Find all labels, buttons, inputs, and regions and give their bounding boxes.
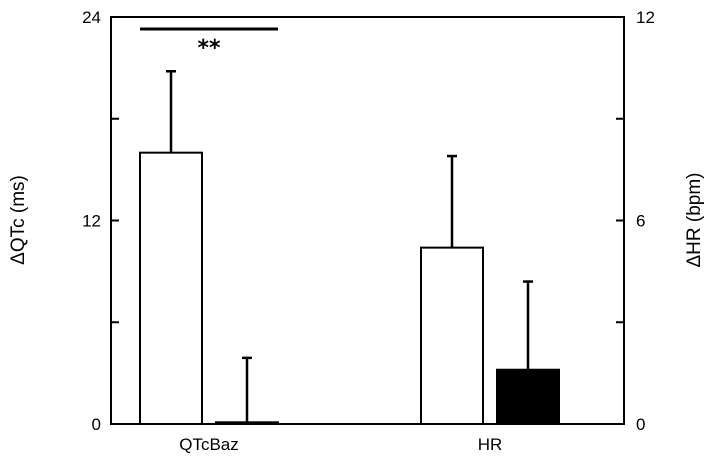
left-axis-ticks: 0 12 24 <box>82 8 119 434</box>
bar-hr-open <box>420 246 484 425</box>
x-category-label: QTcBaz <box>179 435 239 454</box>
bar-hr-filled <box>496 368 560 426</box>
significance-annotation: ** <box>140 27 278 61</box>
left-tick-label: 0 <box>92 415 101 434</box>
error-bars <box>166 70 533 423</box>
right-tick-label: 0 <box>636 415 645 434</box>
significance-label: ** <box>197 36 221 61</box>
right-tick-label: 12 <box>636 8 655 27</box>
right-tick-label: 6 <box>636 212 645 231</box>
right-axis-title: ΔHR (bpm) <box>684 172 705 267</box>
left-tick-label: 24 <box>82 8 101 27</box>
bars <box>139 151 560 426</box>
left-axis-title: ΔQTc (ms) <box>8 175 29 265</box>
left-tick-label: 12 <box>82 212 101 231</box>
x-category-labels: QTcBaz HR <box>179 435 502 454</box>
x-category-label: HR <box>478 435 503 454</box>
bar-qtcbaz-filled <box>215 421 279 426</box>
right-axis-ticks: 0 6 12 <box>616 8 655 434</box>
bar-qtcbaz-open <box>139 151 203 426</box>
